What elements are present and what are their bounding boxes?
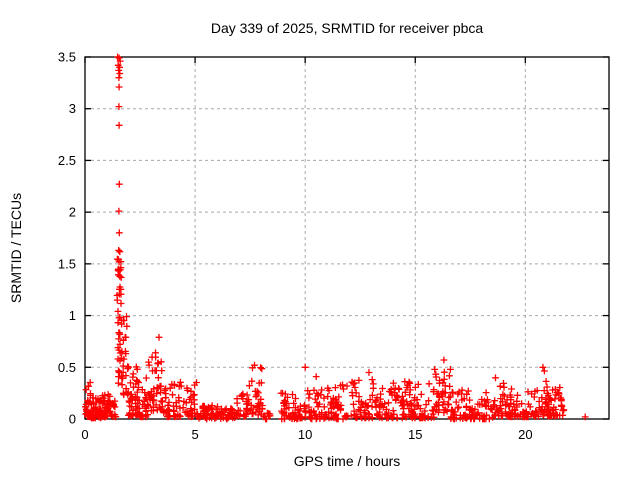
y-tick-label: 0.5 [58,360,76,375]
data-points [82,53,589,423]
x-tick-label: 10 [298,427,312,442]
plus-marker-series [82,53,589,423]
y-axis-label: SRMTID / TECUs [8,193,24,303]
y-tick-label: 2.5 [58,153,76,168]
y-tick-label: 3 [69,101,76,116]
x-tick-label: 20 [518,427,532,442]
y-tick-label: 2 [69,205,76,220]
plot-border [84,56,610,420]
plot-frame [84,56,610,420]
x-tick-label: 0 [81,427,88,442]
x-tick-label: 5 [191,427,198,442]
axis-ticks [84,56,609,420]
tick-labels: 0 5 10 15 20 0 0.5 1 1.5 2 2.5 3 3.5 [58,50,533,443]
y-tick-label: 0 [69,412,76,427]
y-tick-label: 1 [69,308,76,323]
y-tick-label: 1.5 [58,256,76,271]
x-tick-label: 15 [408,427,422,442]
gridlines [85,57,609,419]
chart-title: Day 339 of 2025, SRMTID for receiver pbc… [211,20,484,36]
x-axis-label: GPS time / hours [294,453,401,469]
y-tick-label: 3.5 [58,50,76,65]
